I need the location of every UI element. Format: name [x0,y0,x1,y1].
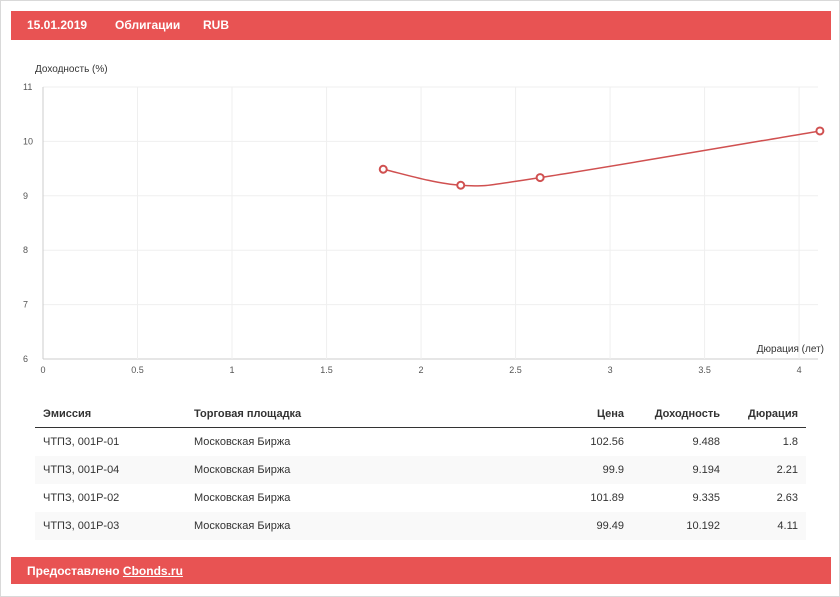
cell-yield: 10.192 [632,512,728,540]
y-tick-label: 7 [23,300,28,310]
cell-venue: Московская Биржа [194,436,291,448]
cell-duration: 1.8 [782,436,798,448]
x-tick-label: 1 [230,365,235,375]
footer-text: Предоставлено Cbonds.ru [27,564,183,578]
data-point [815,126,825,136]
col-duration: Дюрация [728,401,806,428]
yield-chart: 6 7 8 9 10 11 0 0.5 1 1.5 2 2.5 3 3.5 4 Доходность (%) Д… [23,64,825,375]
cell-venue: Московская Биржа [186,512,536,540]
cell-price: 101.89 [590,492,624,504]
data-point [535,173,545,183]
x-tick-label: 4 [797,365,802,375]
cell-issue: ЧТПЗ, 001P-01 [43,436,120,448]
x-tick-label: 0 [40,365,45,375]
header-type: Облигации [115,18,181,32]
x-tick-label: 3 [608,365,613,375]
cell-venue: Московская Биржа [186,456,536,484]
cell-yield: 9.194 [632,456,728,484]
y-tick-label: 9 [23,191,28,201]
data-point [456,180,466,190]
data-point [378,164,388,174]
col-issue: Эмиссия [35,401,186,428]
footer-bar: Предоставлено Cbonds.ru [11,557,831,584]
cbonds-link[interactable]: Cbonds.ru [122,564,183,578]
table-header-row: Эмиссия Торговая площадка Цена Доходност… [35,401,806,428]
cell-issue: ЧТПЗ, 001P-04 [35,456,186,484]
cell-price: 99.9 [536,456,632,484]
col-venue: Торговая площадка [186,401,536,428]
cell-duration: 2.21 [728,456,806,484]
table-row[interactable]: ЧТПЗ, 001P-02 Московская Биржа 101.89 9.… [35,484,806,512]
y-tick-label: 8 [23,245,28,255]
series-line [383,130,821,187]
header-date: 15.01.2019 [27,18,88,32]
x-tick-label: 2 [419,365,424,375]
cell-issue: ЧТПЗ, 001P-03 [35,512,186,540]
y-tick-label: 11 [23,82,32,92]
x-axis-title: Дюрация (лет) [757,344,824,355]
cell-duration: 4.11 [728,512,806,540]
header-bar: 15.01.2019 Облигации RUB [11,11,831,40]
footer-provided-by: Предоставлено [27,564,120,578]
cell-yield: 9.335 [692,492,720,504]
col-yield: Доходность [632,401,728,428]
header-currency: RUB [203,18,229,32]
cell-price: 102.56 [590,436,624,448]
bonds-table: Эмиссия Торговая площадка Цена Доходност… [35,401,806,540]
cell-issue: ЧТПЗ, 001P-02 [43,492,120,504]
cell-price: 99.49 [536,512,632,540]
table-row[interactable]: ЧТПЗ, 001P-04 Московская Биржа 99.9 9.19… [35,456,806,484]
x-tick-label: 1.5 [320,365,333,375]
y-tick-label: 10 [23,136,33,146]
y-axis-title: Доходность (%) [35,64,108,75]
x-tick-label: 2.5 [509,365,522,375]
x-tick-label: 3.5 [698,365,711,375]
cell-duration: 2.63 [776,492,798,504]
col-price: Цена [536,401,632,428]
x-tick-label: 0.5 [131,365,144,375]
y-tick-label: 6 [23,354,28,364]
cell-yield: 9.488 [692,436,720,448]
table-row[interactable]: ЧТПЗ, 001P-03 Московская Биржа 99.49 10.… [35,512,806,540]
cell-venue: Московская Биржа [194,492,291,504]
table-row[interactable]: ЧТПЗ, 001P-01 Московская Биржа 102.56 9.… [35,428,806,457]
